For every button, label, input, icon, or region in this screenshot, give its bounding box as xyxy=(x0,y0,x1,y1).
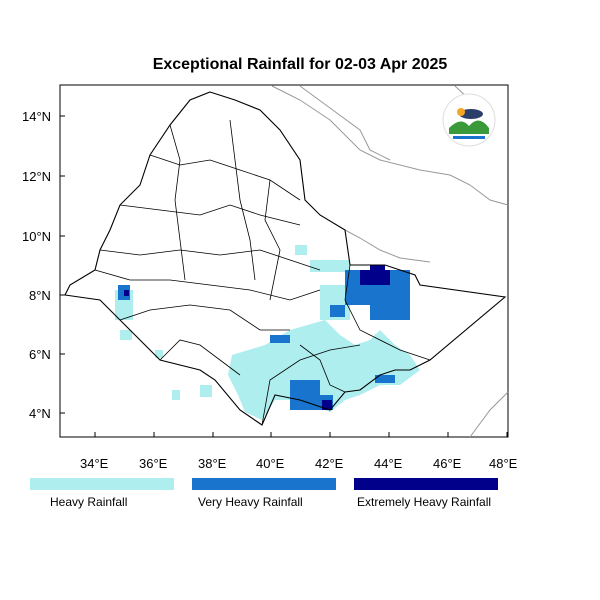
lon-tick: 44°E xyxy=(374,456,403,471)
lat-tick: 6°N xyxy=(29,347,51,362)
lon-tick: 40°E xyxy=(256,456,285,471)
lat-tick: 4°N xyxy=(29,406,51,421)
plot-frame xyxy=(59,84,509,438)
ethiopia-borders xyxy=(64,91,507,426)
lon-tick: 34°E xyxy=(80,456,109,471)
legend-swatch-heavy xyxy=(30,478,174,490)
lat-tick: 12°N xyxy=(22,169,52,184)
lon-tick: 42°E xyxy=(315,456,344,471)
lon-tick: 38°E xyxy=(198,456,227,471)
lat-tick: 8°N xyxy=(29,288,51,303)
lat-tick: 14°N xyxy=(22,109,52,124)
legend-swatch-very-heavy xyxy=(192,478,336,490)
legend-swatch-extremely-heavy xyxy=(354,478,498,490)
lon-tick: 46°E xyxy=(433,456,462,471)
axis-ticks xyxy=(60,115,508,437)
legend-label-heavy: Heavy Rainfall xyxy=(50,495,128,509)
lon-tick: 48°E xyxy=(489,456,518,471)
logo xyxy=(442,93,496,147)
legend-label-very-heavy: Very Heavy Rainfall xyxy=(198,495,303,509)
neighbor-borders xyxy=(271,85,509,438)
lat-tick: 10°N xyxy=(22,229,52,244)
legend-label-extremely-heavy: Extremely Heavy Rainfall xyxy=(357,495,492,509)
extremely-heavy-rainfall-cells xyxy=(124,265,390,410)
map-title: Exceptional Rainfall for 02-03 Apr 2025 xyxy=(152,56,448,73)
lon-tick: 36°E xyxy=(139,456,168,471)
